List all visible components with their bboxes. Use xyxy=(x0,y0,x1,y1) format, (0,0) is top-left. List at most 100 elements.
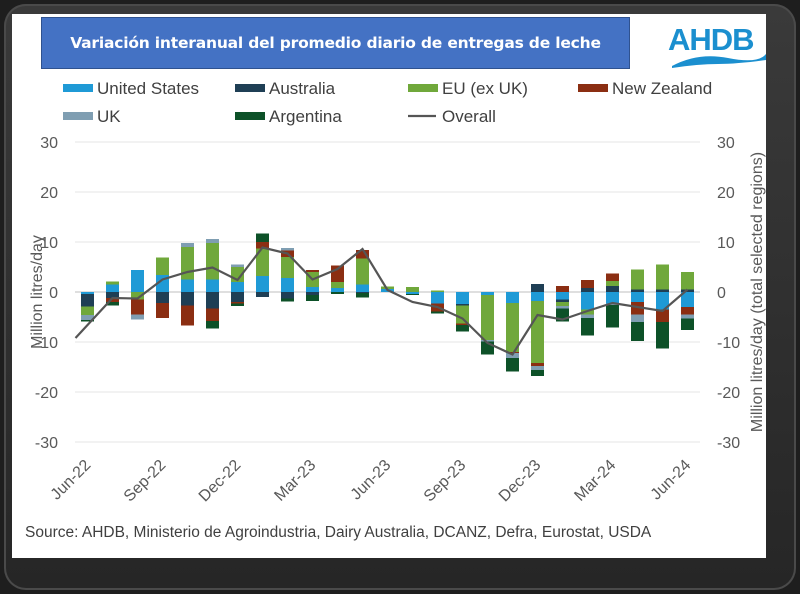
bar-segment-united-states xyxy=(556,292,569,300)
legend: United States Australia EU (ex UK) New Zeal… xyxy=(63,79,712,126)
bar-segment-eu-ex-uk xyxy=(106,281,119,285)
y-tick-left: 0 xyxy=(49,285,58,302)
bar-segment-new-zealand xyxy=(356,250,369,259)
y-tick-left: 20 xyxy=(40,185,58,202)
bar-segment-eu-ex-uk xyxy=(181,247,194,280)
bar-segment-united-states xyxy=(356,284,369,292)
bar-segment-argentina xyxy=(331,292,344,294)
y-tick-right: 20 xyxy=(717,185,735,202)
bar-segment-australia xyxy=(306,292,319,295)
bar-segment-eu-ex-uk xyxy=(206,243,219,280)
bar-segment-australia xyxy=(256,292,269,297)
bar-segment-australia xyxy=(156,292,169,303)
bar-segment-eu-ex-uk xyxy=(681,272,694,290)
bar-segment-new-zealand xyxy=(156,303,169,318)
overall-line-path xyxy=(74,246,689,356)
bar-segment-united-states xyxy=(431,292,444,304)
bar-segment-new-zealand xyxy=(131,299,144,315)
legend-label: UK xyxy=(97,107,121,126)
bar-segment-united-states xyxy=(631,292,644,302)
bar-segment-uk xyxy=(181,243,194,247)
bar-segment-united-states xyxy=(581,292,594,310)
y-axis-right-label: Million litres/day (total selected regio… xyxy=(749,152,766,432)
bar-segment-eu-ex-uk xyxy=(431,290,444,292)
bar-segment-eu-ex-uk xyxy=(456,305,469,324)
bar-segment-eu-ex-uk xyxy=(631,269,644,290)
bar-segment-united-states xyxy=(506,292,519,303)
bar-segment-eu-ex-uk xyxy=(256,248,269,276)
x-axis-ticks: Jun-22 Sep-22 Dec-22 Mar-23 Jun-23 Sep-23 Dec-… xyxy=(48,457,695,506)
gridlines xyxy=(75,141,700,443)
bar-segment-eu-ex-uk xyxy=(281,257,294,278)
bar-segment-united-states xyxy=(456,292,469,304)
x-tick: Jun-24 xyxy=(648,457,695,504)
bar-segment-united-states xyxy=(106,284,119,292)
bar-segment-united-states xyxy=(81,292,94,294)
y-tick-right: -10 xyxy=(717,335,740,352)
bar-segment-argentina xyxy=(106,302,119,306)
bar-segment-australia xyxy=(281,292,294,299)
bar-segment-eu-ex-uk xyxy=(506,303,519,352)
bar-segment-australia xyxy=(106,292,119,298)
bar-segment-australia xyxy=(231,292,244,302)
bar-segment-australia xyxy=(606,286,619,292)
y-tick-left: -30 xyxy=(35,435,58,452)
y-axis-left-label: Million litres/day xyxy=(29,235,46,349)
chart-title: Variación interanual del promedio diario… xyxy=(70,34,601,52)
bar-segment-uk xyxy=(281,248,294,251)
bar-segment-united-states xyxy=(131,270,144,292)
legend-label: Argentina xyxy=(269,107,342,126)
bar-segment-new-zealand xyxy=(256,242,269,249)
bar-segment-argentina xyxy=(631,322,644,341)
bar-segment-argentina xyxy=(656,322,669,349)
bar-segment-argentina xyxy=(431,311,444,314)
bar-segment-uk xyxy=(481,340,494,342)
legend-label: EU (ex UK) xyxy=(442,79,528,98)
y-tick-left: -10 xyxy=(35,335,58,352)
bar-segment-united-states xyxy=(206,279,219,292)
bar-segment-new-zealand xyxy=(456,323,469,325)
bar-segment-united-states xyxy=(331,288,344,292)
logo-text: AHDB xyxy=(668,22,755,57)
y-axis-right-ticks: 30 20 10 0 -10 -20 -30 xyxy=(717,135,740,452)
bar-segment-eu-ex-uk xyxy=(481,295,494,340)
bar-segment-argentina xyxy=(681,318,694,330)
y-tick-right: -20 xyxy=(717,385,740,402)
legend-swatch xyxy=(63,112,93,120)
bar-segment-eu-ex-uk xyxy=(656,264,669,290)
legend-swatch xyxy=(63,84,93,92)
bar-segment-australia xyxy=(81,294,94,307)
bar-segment-eu-ex-uk xyxy=(556,302,569,306)
bar-segment-argentina xyxy=(206,321,219,329)
y-axis-left-ticks: 30 20 10 0 -10 -20 -30 xyxy=(35,135,58,452)
y-tick-right: -30 xyxy=(717,435,740,452)
bar-segment-australia xyxy=(531,284,544,292)
bar-segment-australia xyxy=(356,292,369,293)
x-tick: Sep-23 xyxy=(421,457,470,506)
bar-segment-uk xyxy=(681,314,694,319)
bar-segment-argentina xyxy=(81,320,94,322)
bar-segment-uk xyxy=(231,264,244,267)
legend-label: New Zealand xyxy=(612,79,712,98)
x-tick: Dec-23 xyxy=(496,457,545,506)
ahdb-logo: AHDB xyxy=(668,22,766,70)
overall-line xyxy=(74,246,689,356)
bar-segment-argentina xyxy=(606,305,619,328)
bar-segment-united-states xyxy=(606,292,619,304)
bar-segment-new-zealand xyxy=(106,298,119,302)
bar-segment-argentina xyxy=(256,233,269,242)
bar-segment-new-zealand xyxy=(231,302,244,304)
bar-segment-new-zealand xyxy=(681,307,694,315)
bar-segment-united-states xyxy=(256,276,269,292)
y-tick-left: 30 xyxy=(40,135,58,152)
bar-segment-eu-ex-uk xyxy=(381,286,394,289)
bar-segment-united-states xyxy=(231,282,244,292)
x-tick: Dec-22 xyxy=(196,457,245,506)
bar-segment-uk xyxy=(81,315,94,320)
y-tick-left: -20 xyxy=(35,385,58,402)
bar-segment-eu-ex-uk xyxy=(356,258,369,285)
bar-segment-argentina xyxy=(531,370,544,376)
bar-segment-argentina xyxy=(356,293,369,298)
bar-segment-united-states xyxy=(481,292,494,295)
legend-swatch xyxy=(235,112,265,120)
